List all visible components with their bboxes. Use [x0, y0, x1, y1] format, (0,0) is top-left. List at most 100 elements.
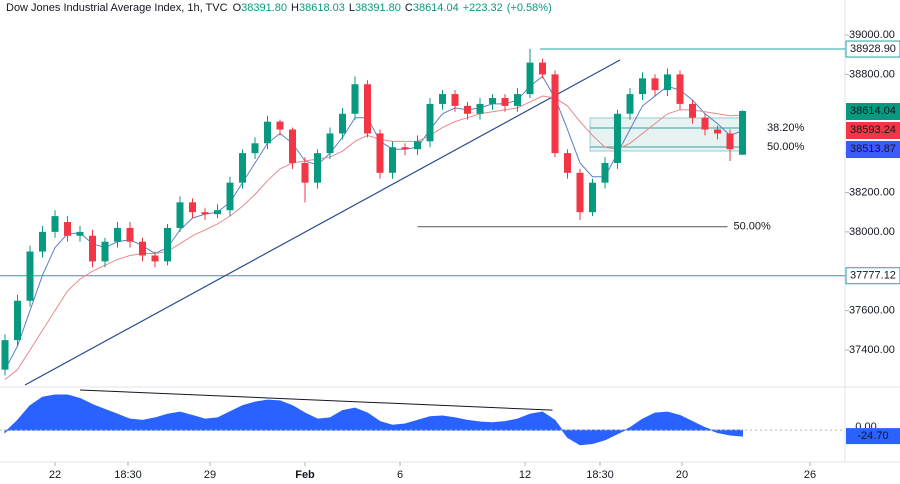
header: Dow Jones Industrial Average Index, 1h, …: [6, 2, 552, 14]
candle-body: [139, 241, 146, 256]
price-label-box: [846, 122, 900, 140]
y-tick-label: 39000.00: [849, 29, 895, 41]
level-label: 37777.12: [850, 270, 896, 282]
candle-body: [689, 103, 696, 118]
candle-body: [314, 153, 321, 183]
candle-body: [76, 231, 84, 236]
candle-body: [339, 113, 346, 134]
x-tick-label: 26: [804, 469, 816, 481]
candle-body: [264, 121, 271, 144]
candle-body: [39, 231, 46, 252]
candle-body: [64, 222, 71, 236]
candle-body: [701, 117, 709, 130]
candle-body: [651, 78, 659, 91]
candle-body: [539, 62, 546, 75]
candle-body: [301, 162, 309, 183]
x-tick-label: 29: [204, 469, 216, 481]
candle-body: [489, 98, 496, 104]
candle-body: [101, 241, 109, 262]
fib-label: 38.20%: [767, 122, 805, 134]
y-tick-label: 37400.00: [849, 344, 895, 356]
y-tick-label: 38200.00: [849, 186, 895, 198]
header-key: C: [405, 2, 413, 14]
candle-body: [1, 340, 9, 370]
header-title: Dow Jones Industrial Average Index, 1h, …: [6, 2, 228, 14]
candle-body: [576, 172, 584, 213]
y-tick-label: 38800.00: [849, 68, 895, 80]
oscillator-area: [4, 394, 743, 446]
candle-body: [289, 129, 296, 163]
candle-body: [614, 113, 621, 163]
x-tick-label: 12: [519, 469, 531, 481]
header-value: (+0.58%): [507, 2, 552, 14]
candle-body: [464, 105, 471, 114]
candle-body: [389, 147, 396, 173]
fib-label: 50.00%: [767, 141, 805, 153]
price-label: 38513.87: [850, 143, 896, 155]
header-key: H: [291, 2, 299, 14]
candle-body: [664, 74, 671, 91]
candle-body: [276, 121, 284, 130]
candle-body: [626, 94, 634, 114]
x-tick-label: 20: [676, 469, 688, 481]
price-label-box: [846, 141, 900, 159]
price-label: 38614.04: [850, 105, 896, 117]
candle-body: [414, 141, 421, 150]
x-tick-label: 22: [49, 469, 61, 481]
fib-zone: [589, 117, 746, 152]
candle-body: [226, 182, 234, 211]
retracement-label: 50.00%: [734, 221, 772, 233]
candle-body: [114, 227, 121, 242]
candle-body: [551, 74, 559, 154]
candle-body: [564, 153, 571, 173]
candle-body: [351, 84, 359, 114]
header-value: +223.32: [463, 2, 503, 14]
level-label-box: [845, 40, 900, 58]
oscillator-trendline: [79, 389, 553, 411]
candle-body: [326, 133, 334, 154]
candle-body: [426, 103, 434, 142]
header-key: L: [349, 2, 355, 14]
candle-body: [439, 94, 446, 104]
candle-body: [51, 216, 59, 232]
candle-body: [726, 133, 734, 150]
candle-body: [126, 227, 134, 242]
trendline: [24, 59, 621, 386]
x-tick-label: 6: [397, 469, 403, 481]
header-value: 38618.03: [299, 2, 345, 14]
candle-body: [714, 129, 721, 134]
candle-body: [14, 300, 21, 341]
header-key: O: [233, 2, 242, 14]
candle-body: [89, 235, 96, 262]
oscillator-last-box: [846, 428, 900, 445]
y-tick-label: 38000.00: [849, 226, 895, 238]
price-label-box: [846, 103, 900, 121]
candle-body: [364, 84, 371, 134]
candle-body: [251, 143, 259, 154]
candle-body: [164, 227, 171, 262]
candle-body: [639, 78, 646, 95]
x-tick-label: Feb: [295, 469, 315, 481]
candle-body: [676, 74, 684, 104]
candle-body: [601, 162, 609, 183]
candle-body: [176, 202, 184, 228]
x-tick-label: 18:30: [586, 469, 614, 481]
candle-body: [201, 212, 209, 215]
candle-body: [526, 62, 534, 95]
oscillator-last-label: -24.70: [857, 430, 888, 442]
candle-body: [26, 251, 34, 301]
level-label-box: [845, 267, 900, 285]
candle-body: [514, 94, 521, 106]
candle-body: [376, 133, 384, 173]
candle-body: [476, 103, 484, 114]
header-value: 38391.80: [355, 2, 401, 14]
candle-body: [214, 210, 221, 215]
candle-body: [739, 111, 746, 155]
header-value: 38391.80: [241, 2, 287, 14]
candle-body: [151, 255, 159, 262]
level-label: 38928.90: [850, 43, 896, 55]
candle-body: [189, 202, 196, 213]
y-tick-label: 37600.00: [849, 305, 895, 317]
